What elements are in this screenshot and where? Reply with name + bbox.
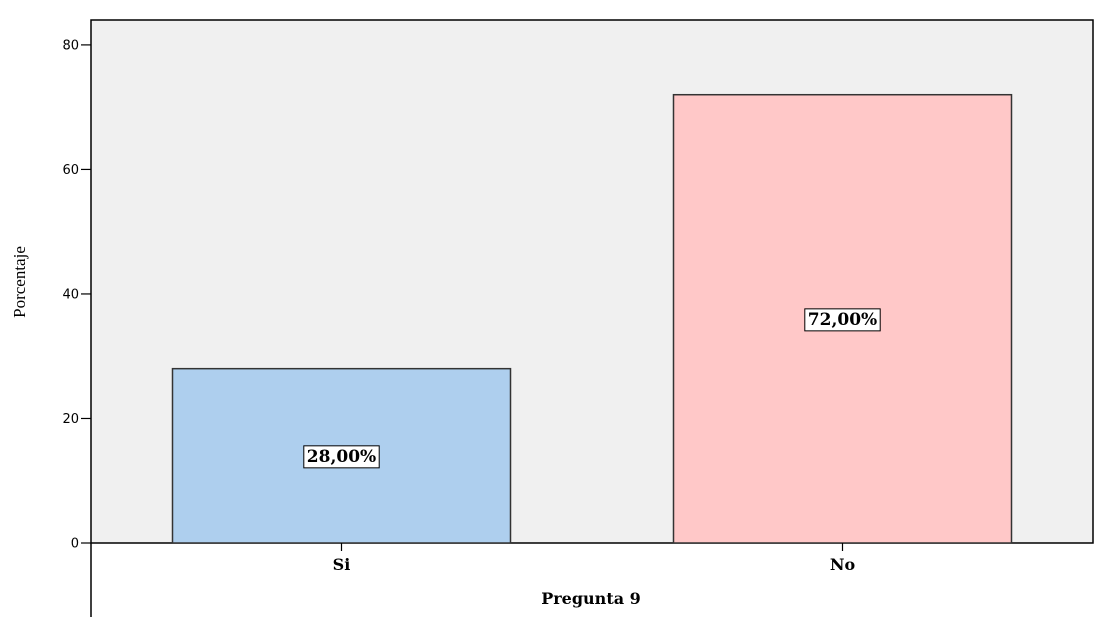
x-tick-label-si: Si — [333, 555, 351, 574]
y-tick-label: 80 — [62, 38, 79, 53]
data-label-text: 28,00% — [307, 447, 376, 467]
data-label-box — [804, 308, 881, 332]
y-tick-label: 20 — [62, 412, 79, 427]
x-tick-label-no: No — [830, 555, 856, 574]
x-axis-title: Pregunta 9 — [541, 589, 641, 608]
x-axis-ticks: Si No — [333, 543, 856, 574]
bars: 28,00% 72,00% — [171, 93, 1013, 544]
y-tick-label: 0 — [71, 537, 79, 552]
data-label-si: 28,00% — [303, 445, 380, 469]
data-label-no: 72,00% — [804, 308, 881, 332]
data-label-box — [303, 445, 380, 469]
y-tick-label: 60 — [62, 163, 79, 178]
y-tick-label: 40 — [62, 287, 79, 302]
data-label-text: 72,00% — [808, 310, 877, 330]
y-axis-title: Porcentaje — [10, 246, 29, 318]
y-axis-ticks: 0 20 40 60 80 — [62, 38, 91, 552]
